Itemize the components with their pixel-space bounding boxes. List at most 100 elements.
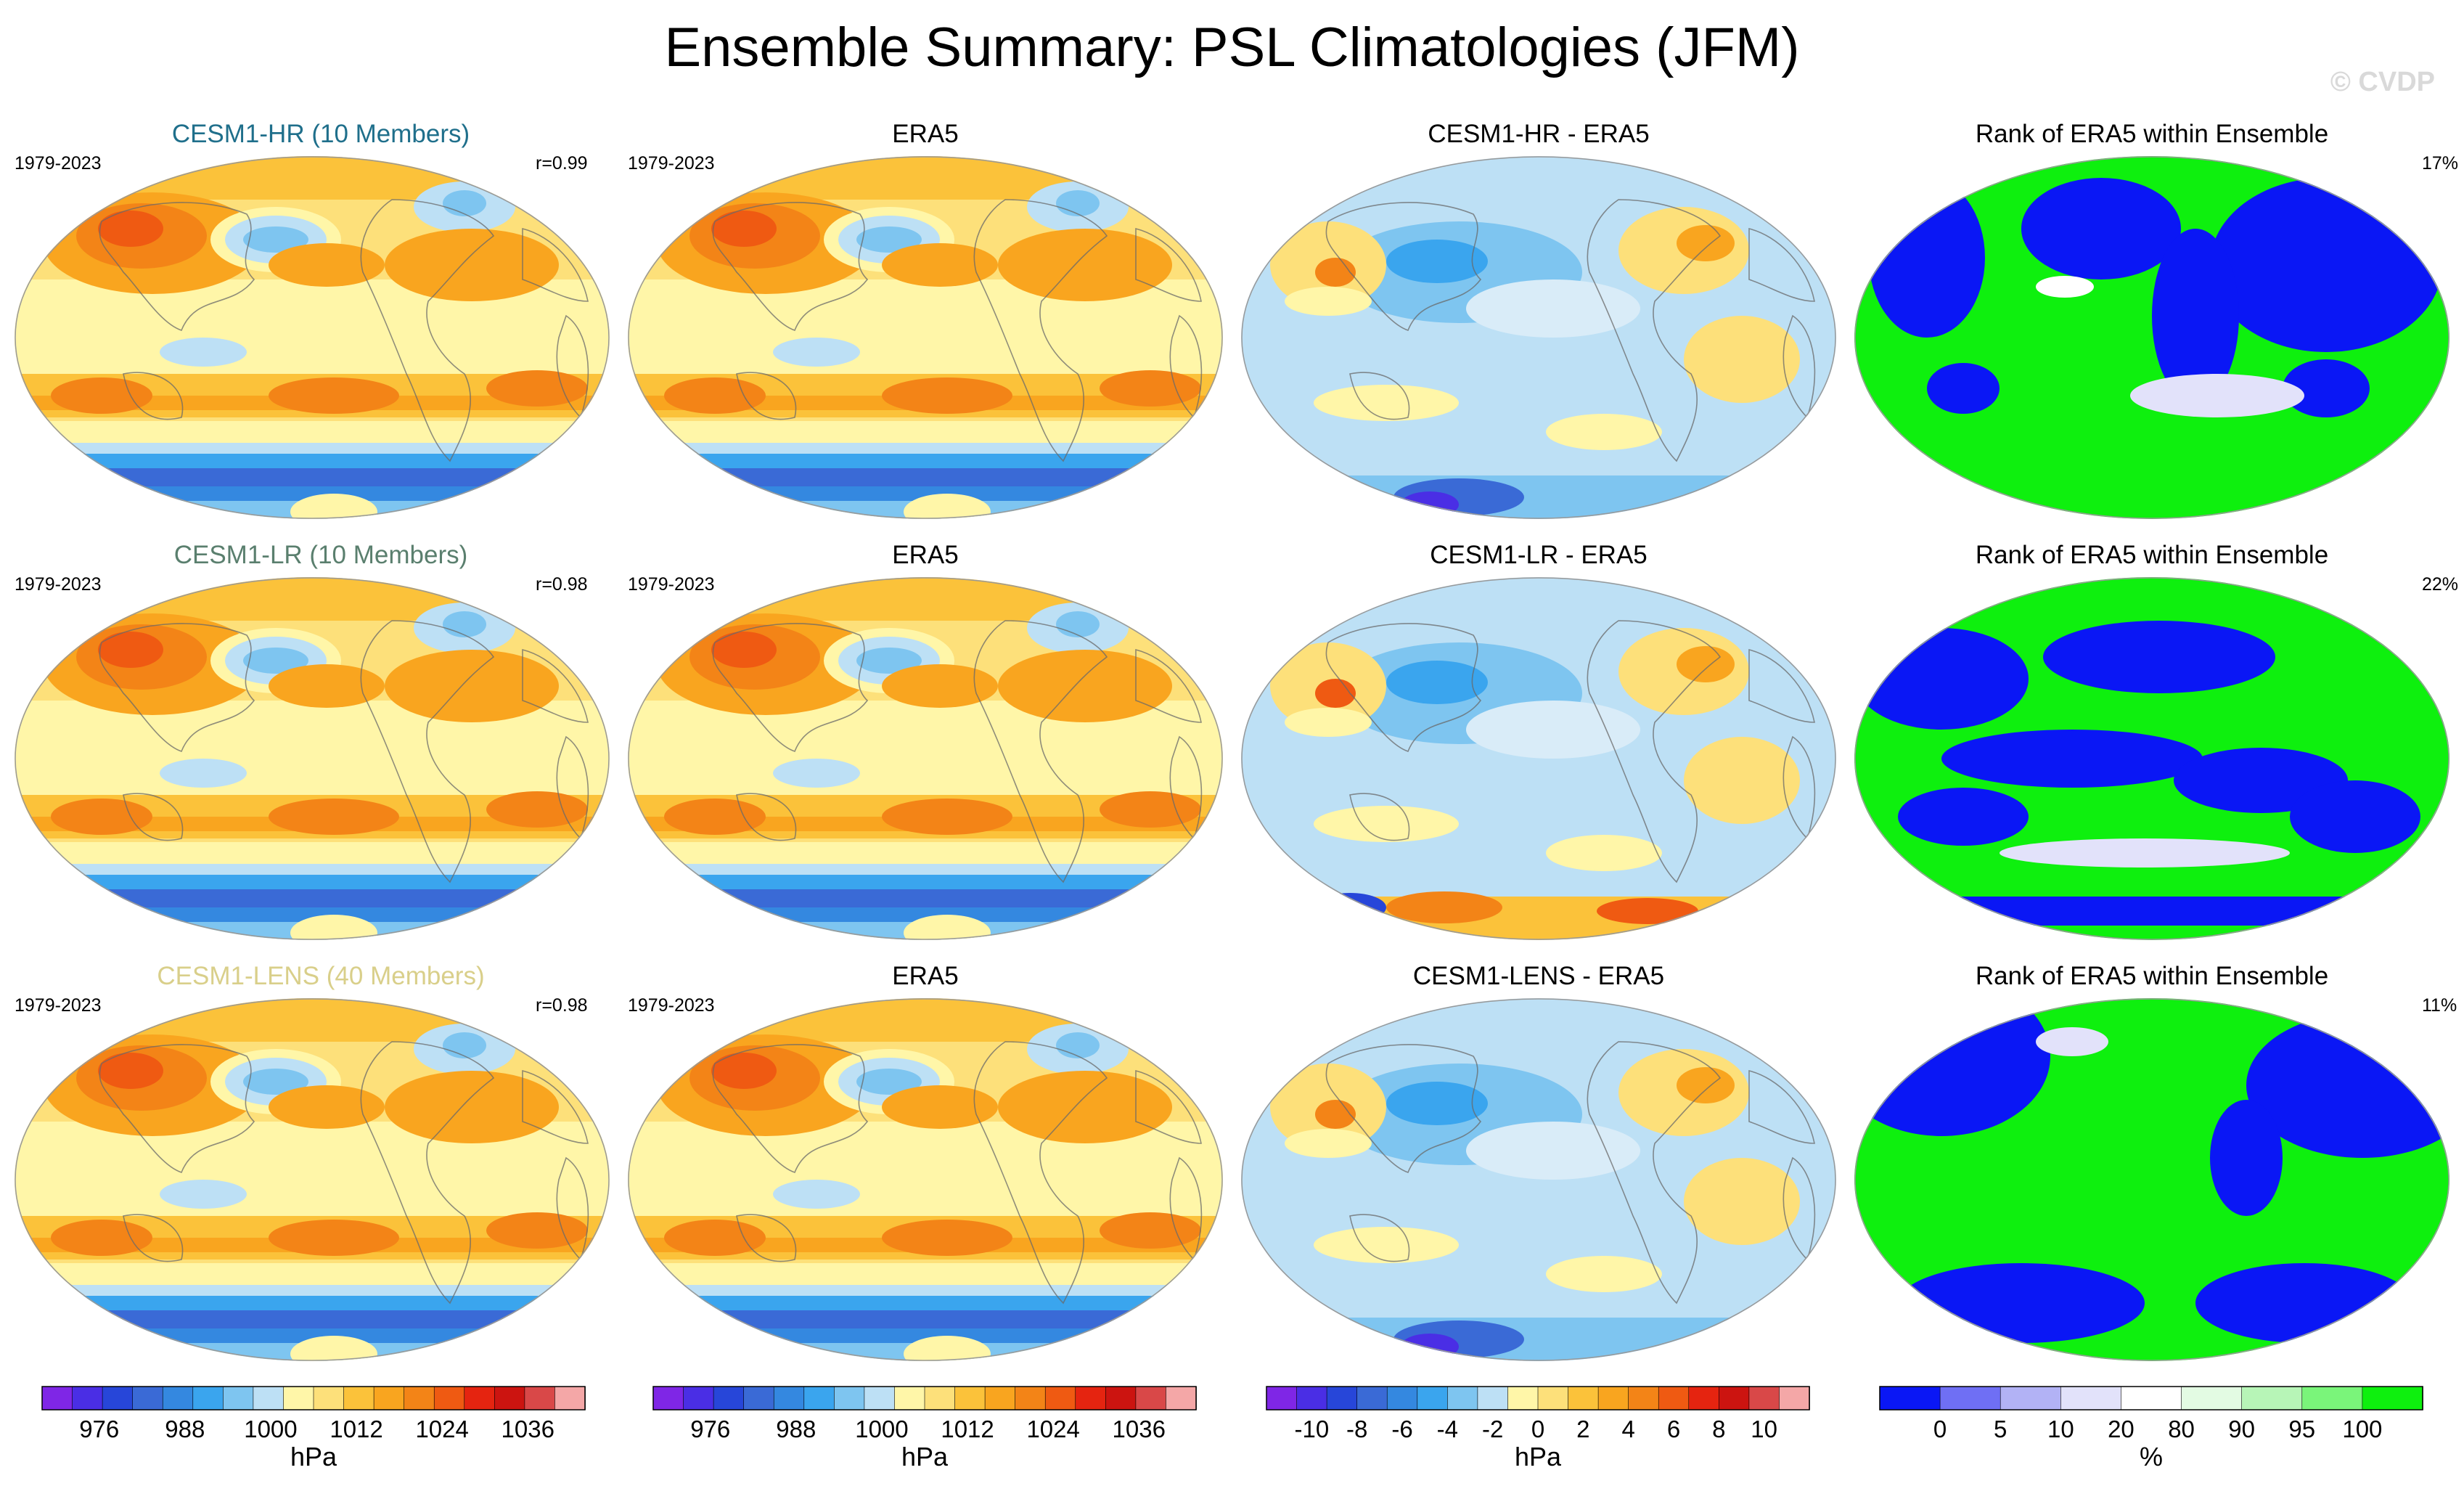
colorbar-tick-label: 90 [2228, 1416, 2256, 1442]
colorbar-swatch [162, 1386, 194, 1411]
map-fill [15, 156, 610, 519]
figure-title: Ensemble Summary: PSL Climatologies (JFM… [664, 17, 1800, 78]
colorbar-swatch [652, 1386, 684, 1411]
colorbar-swatch [1326, 1386, 1358, 1411]
colorbar-swatch [283, 1386, 314, 1411]
colorbar-swatch [1568, 1386, 1599, 1411]
colorbar-swatch [464, 1386, 496, 1411]
colorbar-swatch [192, 1386, 224, 1411]
obs-years-label: 1979-2023 [628, 153, 715, 173]
colorbar-units: % [2139, 1442, 2164, 1471]
obs-map [628, 998, 1223, 1361]
colorbar-swatch [1688, 1386, 1720, 1411]
obs-panel-title: ERA5 [892, 541, 959, 569]
colorbar-swatch [2121, 1386, 2182, 1411]
model-map [15, 998, 610, 1361]
colorbar-tick-label: 988 [776, 1416, 816, 1442]
pattern-correlation-label: r=0.98 [536, 995, 588, 1016]
colorbar-swatch [864, 1386, 896, 1411]
colorbar-tick-label: 1024 [415, 1416, 469, 1442]
colorbar-swatch [1075, 1386, 1107, 1411]
colorbar-tick-label: 100 [2342, 1416, 2383, 1442]
colorbar-tick-label: -2 [1481, 1416, 1504, 1442]
colorbar-tick-label: 5 [1994, 1416, 2007, 1442]
colorbar-swatch [1015, 1386, 1047, 1411]
colorbar-swatch [343, 1386, 374, 1411]
colorbar-swatch [743, 1386, 775, 1411]
colorbar-swatch [1266, 1386, 1298, 1411]
obs-panel-title: ERA5 [892, 120, 959, 148]
colorbar-swatch [834, 1386, 865, 1411]
colorbar-swatch [1879, 1386, 1941, 1411]
colorbar-swatch [1105, 1386, 1137, 1411]
colorbar-tick-label: 1012 [941, 1416, 994, 1442]
map-fill [1241, 156, 1836, 519]
colorbar-units: hPa [1514, 1442, 1562, 1471]
rank-percent-label: 11% [2422, 995, 2457, 1016]
colorbar-swatch [1447, 1386, 1478, 1411]
colorbar-swatch [223, 1386, 254, 1411]
colorbar-swatch [984, 1386, 1016, 1411]
model-panel-title: CESM1-LR (10 Members) [173, 541, 468, 569]
diff-map [1241, 998, 1836, 1361]
rank-percent-label: 17% [2422, 153, 2459, 173]
map-fill [1854, 156, 2449, 519]
map-fill [628, 577, 1223, 940]
map-fill [15, 577, 610, 940]
rank-percent-label: 22% [2422, 574, 2459, 595]
diff-map [1241, 156, 1836, 519]
colorbar-tick-label: -4 [1436, 1416, 1458, 1442]
colorbar-2 [1266, 1386, 1810, 1411]
model-years-label: 1979-2023 [15, 153, 102, 173]
colorbar-swatch [1417, 1386, 1449, 1411]
map-fill [1854, 577, 2449, 940]
diff-panel-title: CESM1-LR - ERA5 [1430, 541, 1648, 569]
model-panel-title: CESM1-HR (10 Members) [171, 120, 470, 148]
colorbar-swatch [313, 1386, 345, 1411]
colorbar-tick-label: 976 [690, 1416, 731, 1442]
model-years-label: 1979-2023 [15, 574, 102, 595]
colorbar-0 [41, 1386, 586, 1411]
colorbar-tick-label: 10 [2047, 1416, 2074, 1442]
obs-panel-title: ERA5 [892, 962, 959, 990]
colorbar-tick-label: 0 [1933, 1416, 1947, 1442]
colorbar-tick-label: 1012 [330, 1416, 383, 1442]
colorbar-swatch [1658, 1386, 1690, 1411]
colorbar-swatch [2301, 1386, 2363, 1411]
colorbar-swatch [1507, 1386, 1539, 1411]
rank-map [1854, 577, 2449, 940]
colorbar-swatch [1477, 1386, 1509, 1411]
obs-map [628, 156, 1223, 519]
rank-panel-title: Rank of ERA5 within Ensemble [1975, 120, 2329, 148]
obs-years-label: 1979-2023 [628, 574, 715, 595]
rank-map [1854, 156, 2449, 519]
colorbar-swatch [1166, 1386, 1197, 1411]
colorbar-tick-label: 10 [1751, 1416, 1778, 1442]
map-fill [628, 156, 1223, 519]
colorbar-tick-label: 1036 [501, 1416, 554, 1442]
colorbar-tick-label: 2 [1576, 1416, 1590, 1442]
rank-map [1854, 998, 2449, 1361]
colorbar-swatch [1628, 1386, 1660, 1411]
colorbar-swatch [1779, 1386, 1810, 1411]
colorbar-swatch [1719, 1386, 1750, 1411]
colorbar-swatch [683, 1386, 714, 1411]
colorbar-tick-label: 4 [1621, 1416, 1635, 1442]
colorbar-swatch [72, 1386, 103, 1411]
colorbar-swatch [2241, 1386, 2303, 1411]
colorbar-tick-label: 80 [2168, 1416, 2195, 1442]
rank-panel-title: Rank of ERA5 within Ensemble [1975, 962, 2329, 990]
colorbar-swatch [404, 1386, 435, 1411]
colorbar-tick-label: 8 [1712, 1416, 1726, 1442]
pattern-correlation-label: r=0.98 [536, 574, 588, 595]
model-map [15, 577, 610, 940]
map-fill [15, 998, 610, 1361]
colorbar-swatch [954, 1386, 986, 1411]
colorbar-swatch [41, 1386, 73, 1411]
colorbar-swatch [1135, 1386, 1167, 1411]
obs-map [628, 577, 1223, 940]
colorbar-swatch [494, 1386, 525, 1411]
colorbar-tick-label: 1000 [855, 1416, 909, 1442]
colorbar-swatch [773, 1386, 805, 1411]
colorbar-tick-label: 20 [2108, 1416, 2134, 1442]
